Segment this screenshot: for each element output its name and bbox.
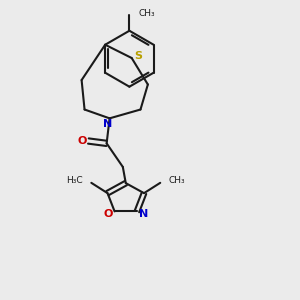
Text: CH₃: CH₃ [139, 9, 155, 18]
Text: O: O [77, 136, 87, 146]
Text: H₃C: H₃C [67, 176, 83, 185]
Text: CH₃: CH₃ [169, 176, 185, 185]
Text: S: S [134, 51, 142, 61]
Text: N: N [103, 118, 113, 129]
Text: O: O [103, 209, 113, 219]
Text: N: N [139, 209, 148, 219]
